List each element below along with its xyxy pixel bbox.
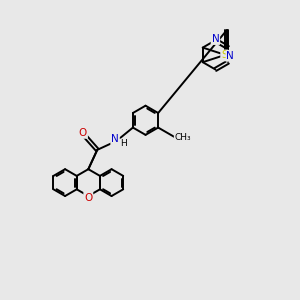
Text: CH₃: CH₃ bbox=[175, 133, 191, 142]
Text: N: N bbox=[226, 51, 234, 61]
Text: N: N bbox=[111, 134, 119, 145]
Text: O: O bbox=[84, 193, 92, 202]
Text: O: O bbox=[79, 128, 87, 138]
Text: N: N bbox=[212, 34, 219, 44]
Text: H: H bbox=[120, 140, 127, 148]
Text: S: S bbox=[221, 50, 228, 60]
